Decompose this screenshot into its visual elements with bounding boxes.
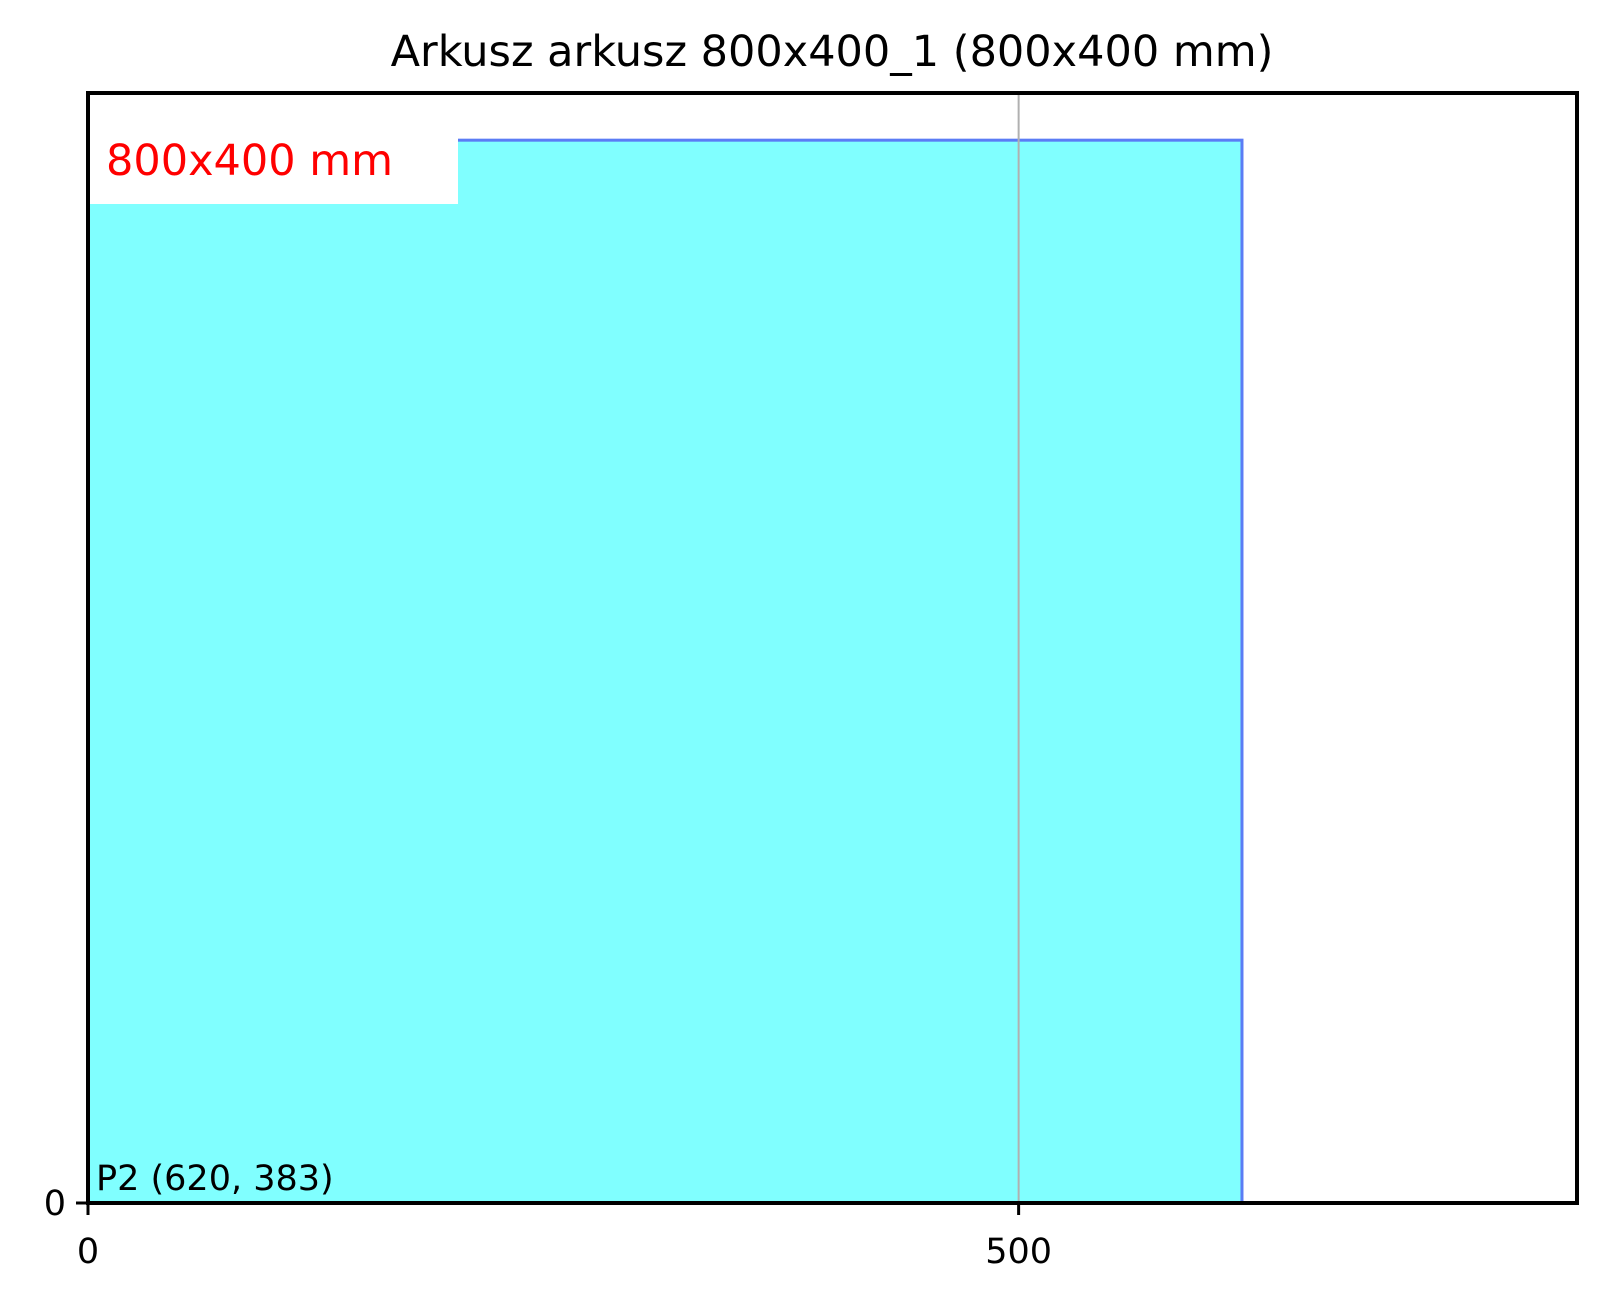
sheet-label-background [88, 132, 458, 204]
chart-title: Arkusz arkusz 800x400_1 (800x400 mm) [391, 27, 1274, 77]
x-tick-label-0: 0 [77, 1232, 99, 1272]
piece-p2 [86, 138, 1244, 1205]
x-tick-label-500: 500 [985, 1232, 1052, 1272]
piece-label-p2: P2 (620, 383) [96, 1159, 334, 1199]
y-tick-label-0: 0 [44, 1184, 66, 1224]
sheet-size-label: 800x400 mm [106, 136, 393, 186]
plot-area: P2 (620, 383) 800x400 mm 0 500 0 [44, 91, 1579, 1272]
sheet-frame [86, 91, 1579, 1205]
